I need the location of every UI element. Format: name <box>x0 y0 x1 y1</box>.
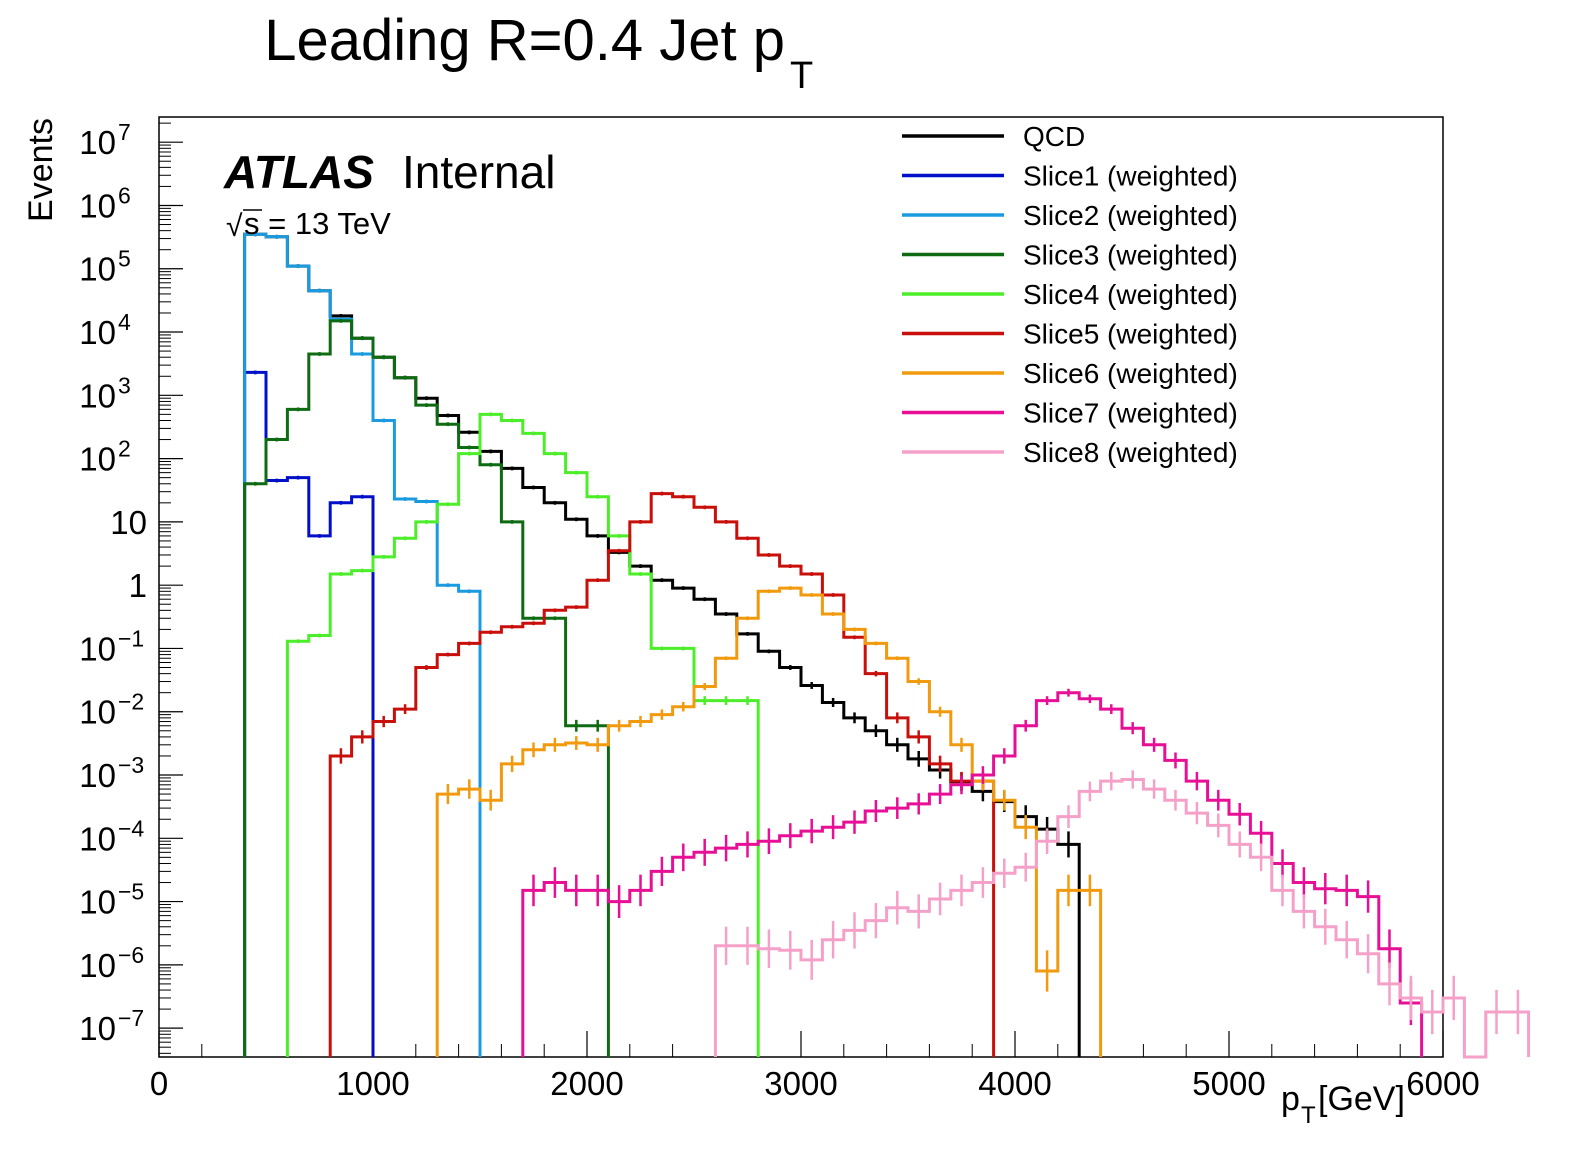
y-tick-exponent: −7 <box>118 1005 144 1031</box>
legend-label: Slice4 (weighted) <box>1023 279 1238 310</box>
series-line <box>435 586 1103 1057</box>
y-tick-label: 10 <box>79 694 116 731</box>
series-group <box>243 232 1531 1059</box>
y-axis-label: Events <box>22 118 60 222</box>
x-tick-label: 5000 <box>1192 1065 1265 1102</box>
x-axis: 0 1000 2000 3000 4000 5000 6000 <box>150 1031 1480 1102</box>
x-tick-label: 2000 <box>550 1065 623 1102</box>
series-5 <box>285 412 760 1057</box>
legend-label: Slice1 (weighted) <box>1023 161 1238 192</box>
y-tick-exponent: 6 <box>118 182 131 208</box>
energy-label: s = 13 TeV <box>244 206 391 241</box>
y-tick-label: 10 <box>79 1010 116 1047</box>
series-1 <box>243 232 1081 1057</box>
x-axis-label-subscript: T <box>1301 1102 1316 1129</box>
x-tick-label: 0 <box>150 1065 168 1102</box>
y-tick-label: 10 <box>79 441 116 478</box>
y-tick-label: 10 <box>79 884 116 921</box>
legend-label: QCD <box>1023 121 1085 152</box>
y-axis-label-group: Events <box>22 118 60 222</box>
y-tick-label: 10 <box>110 504 147 541</box>
legend-label: Slice2 (weighted) <box>1023 200 1238 231</box>
x-tick-label: 3000 <box>764 1065 837 1102</box>
y-tick-label: 10 <box>79 377 116 414</box>
x-tick-label: 1000 <box>336 1065 409 1102</box>
series-line <box>243 232 1081 1057</box>
series-9 <box>713 770 1531 1059</box>
legend-label: Slice8 (weighted) <box>1023 437 1238 468</box>
y-tick-label: 10 <box>79 630 116 667</box>
atlas-label-internal: Internal <box>402 146 555 198</box>
y-tick-label: 10 <box>79 251 116 288</box>
series-2 <box>243 370 375 1057</box>
y-tick-label: 10 <box>79 314 116 351</box>
y-tick-label: 10 <box>79 124 116 161</box>
y-tick-label: 10 <box>79 757 116 794</box>
y-tick-label: 10 <box>79 187 116 224</box>
series-7 <box>435 586 1103 1057</box>
series-4 <box>243 318 610 1057</box>
x-axis-label: p <box>1281 1080 1300 1118</box>
legend-label: Slice6 (weighted) <box>1023 358 1238 389</box>
x-axis-label-group: p T [GeV] <box>1281 1080 1405 1129</box>
y-tick-exponent: 2 <box>118 436 131 462</box>
chart-title-main: Leading R=0.4 Jet p <box>264 8 785 73</box>
atlas-label: ATLAS Internal √ s = 13 TeV <box>223 146 555 243</box>
chart-title: Leading R=0.4 Jet p T <box>264 8 813 97</box>
x-tick-label: 6000 <box>1406 1065 1479 1102</box>
y-tick-exponent: −6 <box>118 942 144 968</box>
legend-label: Slice7 (weighted) <box>1023 398 1238 429</box>
y-tick-exponent: −1 <box>118 625 144 651</box>
legend-label: Slice5 (weighted) <box>1023 319 1238 350</box>
y-tick-exponent: 4 <box>118 309 131 335</box>
y-tick-exponent: −5 <box>118 879 144 905</box>
chart-title-subscript: T <box>790 55 813 97</box>
series-line <box>243 319 610 1057</box>
x-tick-label: 4000 <box>978 1065 1051 1102</box>
y-tick-exponent: −3 <box>118 752 144 778</box>
series-line <box>713 778 1531 1059</box>
y-tick-exponent: −2 <box>118 689 144 715</box>
sqrt-symbol: √ <box>226 210 243 243</box>
x-axis-label-unit: [GeV] <box>1318 1080 1405 1118</box>
y-tick-exponent: 3 <box>118 372 131 398</box>
y-tick-exponent: −4 <box>118 815 144 841</box>
atlas-label-bold: ATLAS <box>223 146 374 198</box>
legend: QCD Slice1 (weighted) Slice2 (weighted) Sli… <box>902 121 1238 468</box>
y-tick-exponent: 7 <box>118 119 131 145</box>
y-tick-label: 10 <box>79 947 116 984</box>
series-line <box>243 370 375 1057</box>
series-line <box>243 232 482 1057</box>
series-6 <box>328 491 996 1057</box>
legend-label: Slice3 (weighted) <box>1023 240 1238 271</box>
series-3 <box>243 232 482 1057</box>
series-line <box>328 492 996 1057</box>
y-tick-label: 10 <box>79 820 116 857</box>
y-tick-label: 1 <box>129 567 147 604</box>
y-tick-exponent: 5 <box>118 246 131 272</box>
series-line <box>285 412 760 1057</box>
